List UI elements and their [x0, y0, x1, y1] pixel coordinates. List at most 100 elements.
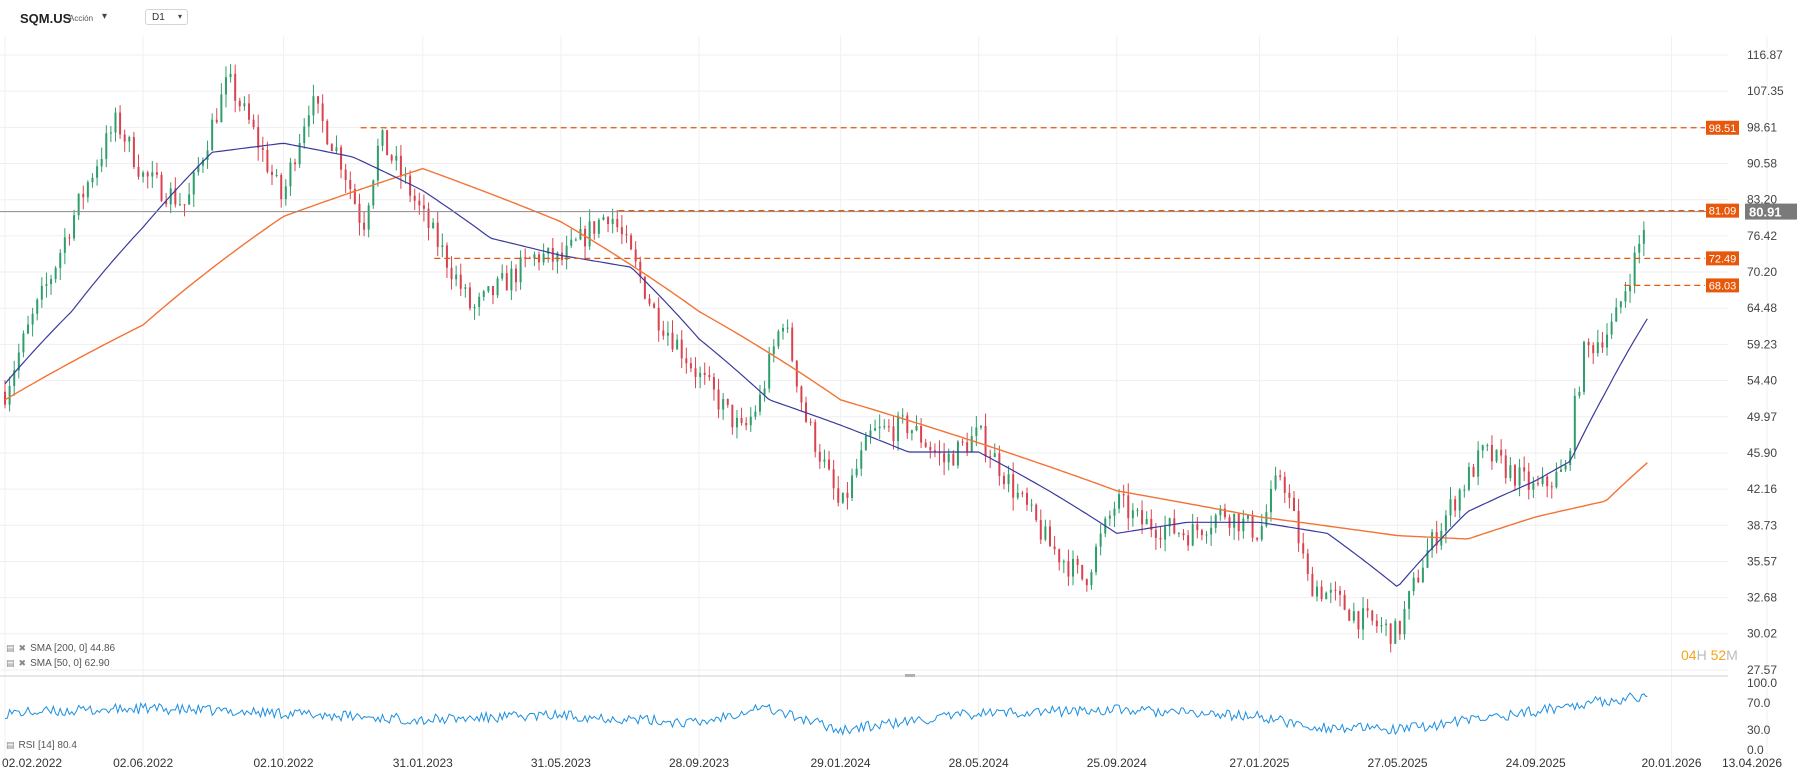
candle-body: [574, 239, 577, 241]
candle-body: [349, 180, 352, 190]
candle-body: [1610, 321, 1613, 335]
y-tick-label: 107.35: [1747, 84, 1784, 98]
candle-body: [901, 415, 904, 417]
sma50-legend[interactable]: ▤ ✖ SMA [50, 0] 62.90: [6, 658, 110, 669]
candle-body: [1306, 553, 1309, 574]
candle-body: [1210, 527, 1213, 535]
x-tick-label: 02.02.2022: [2, 756, 62, 770]
rsi-tick-label: 100.0: [1747, 676, 1777, 690]
candle-body: [40, 285, 43, 300]
candle-body: [478, 296, 481, 308]
candle-body: [1302, 543, 1305, 554]
price-axis: 116.87 107.35 98.61 90.58 83.20 76.42 70.20 64.…: [1747, 48, 1784, 677]
candle-body: [657, 307, 660, 331]
candle-body: [381, 130, 384, 146]
chevron-down-icon[interactable]: ▾: [102, 11, 108, 22]
chart-grid: [0, 36, 1768, 760]
candle-body: [1095, 546, 1098, 573]
candle-body: [1035, 504, 1038, 521]
candle-body: [1513, 465, 1516, 486]
candle-body: [1569, 450, 1572, 466]
settings-icon[interactable]: ▤: [6, 658, 15, 668]
x-tick-label: 31.05.2023: [531, 756, 591, 770]
close-icon[interactable]: ✖: [18, 643, 27, 653]
candle-body: [1550, 486, 1553, 488]
candle-body: [1546, 476, 1549, 487]
candle-body: [625, 234, 628, 236]
candle-body: [814, 421, 817, 452]
candle-body: [178, 204, 181, 206]
candle-body: [404, 175, 407, 177]
candle-body: [763, 388, 766, 395]
candle-body: [883, 426, 886, 428]
candle-body: [1587, 341, 1590, 346]
settings-icon[interactable]: ▤: [6, 740, 15, 750]
candle-body: [1477, 450, 1480, 477]
candle-body: [183, 204, 186, 206]
sma200-legend[interactable]: ▤ ✖ SMA [200, 0] 44.86: [6, 643, 115, 654]
y-tick-label: 70.20: [1747, 265, 1777, 279]
rsi-legend[interactable]: ▤ RSI [14] 80.4: [6, 740, 77, 751]
candle-body: [1039, 520, 1042, 540]
candle-body: [920, 425, 923, 443]
x-tick-label: 27.05.2025: [1368, 756, 1428, 770]
y-tick-label: 38.73: [1747, 518, 1777, 532]
pane-resize-handle[interactable]: [905, 674, 915, 677]
candle-body: [1067, 561, 1070, 577]
candle-body: [524, 257, 527, 259]
close-icon[interactable]: ✖: [18, 658, 27, 668]
candle-body: [565, 245, 568, 260]
candle-body: [1518, 467, 1521, 486]
candle-body: [160, 174, 163, 201]
candle-body: [602, 217, 605, 220]
timeframe-select[interactable]: D1 ▾: [145, 9, 188, 25]
candle-body: [77, 193, 80, 216]
candle-body: [312, 96, 315, 116]
candle-body: [1076, 558, 1079, 565]
candle-body: [1389, 623, 1392, 644]
candle-body: [54, 267, 57, 280]
candle-body: [1426, 550, 1429, 568]
current-price-label: 80.91: [1749, 205, 1782, 220]
candle-body: [1274, 475, 1277, 489]
candle-body: [1362, 608, 1365, 630]
candle-body: [321, 103, 324, 121]
candle-body: [1049, 526, 1052, 547]
candle-body: [1642, 230, 1645, 244]
candle-body: [616, 218, 619, 228]
level-tag: [1706, 120, 1739, 135]
candle-body: [289, 162, 292, 187]
candle-body: [1357, 611, 1360, 630]
candle-body: [22, 333, 25, 353]
candle-body: [1053, 546, 1056, 550]
candle-body: [422, 205, 425, 209]
candle-body: [1541, 476, 1544, 485]
candle-body: [482, 291, 485, 297]
candle-body: [1177, 533, 1180, 535]
candle-body: [1196, 524, 1199, 531]
candle-body: [874, 428, 877, 431]
symbol-selector[interactable]: SQM.US: [20, 11, 72, 26]
candle-body: [966, 442, 969, 453]
candle-body: [989, 456, 992, 458]
candle-body: [1596, 342, 1599, 354]
candle-body: [1279, 475, 1282, 477]
candle-body: [1536, 483, 1539, 485]
candle-body: [1463, 489, 1466, 491]
candle-body: [671, 332, 674, 350]
candlestick-series: [4, 64, 1645, 653]
candle-body: [1481, 445, 1484, 451]
candle-body: [924, 442, 927, 447]
candle-body: [86, 182, 89, 198]
candle-body: [1509, 465, 1512, 478]
candle-body: [708, 375, 711, 378]
candle-body: [496, 278, 499, 296]
candle-body: [146, 172, 149, 177]
candle-body: [427, 208, 430, 228]
candle-body: [993, 453, 996, 458]
candle-body: [50, 279, 53, 285]
settings-icon[interactable]: ▤: [6, 643, 15, 653]
candle-body: [943, 453, 946, 463]
candle-body: [561, 252, 564, 260]
